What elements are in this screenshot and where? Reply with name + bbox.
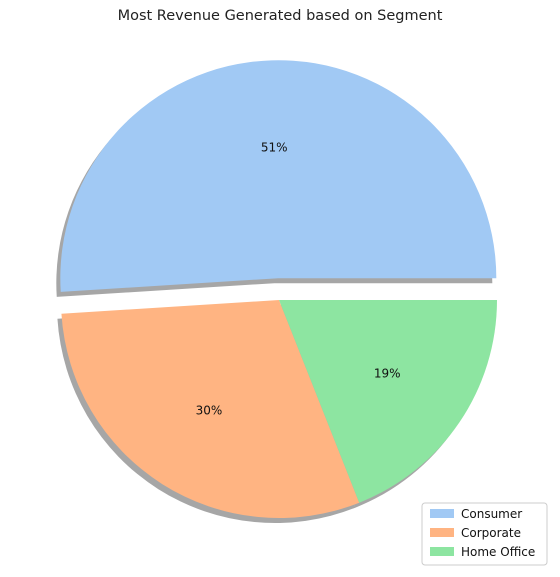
legend-label-corporate: Corporate [461, 526, 521, 540]
slice-label-consumer: 51% [261, 140, 288, 154]
legend-swatch-consumer [430, 509, 454, 518]
legend: Consumer Corporate Home Office [421, 502, 548, 566]
slice-label-home-office: 19% [374, 367, 401, 381]
legend-label-consumer: Consumer [461, 507, 522, 521]
legend-swatch-corporate [430, 528, 454, 537]
legend-label-home-office: Home Office [461, 545, 535, 559]
slice-label-corporate: 30% [196, 403, 223, 417]
slice-labels: 51% 30% 19% [196, 140, 401, 417]
pie-slices [60, 60, 497, 518]
pie-slice-corporate [61, 300, 360, 518]
pie-slice-consumer [60, 60, 497, 292]
chart-title: Most Revenue Generated based on Segment [118, 8, 443, 24]
pie-slice-home-office [279, 300, 497, 503]
legend-swatch-home-office [430, 547, 454, 556]
